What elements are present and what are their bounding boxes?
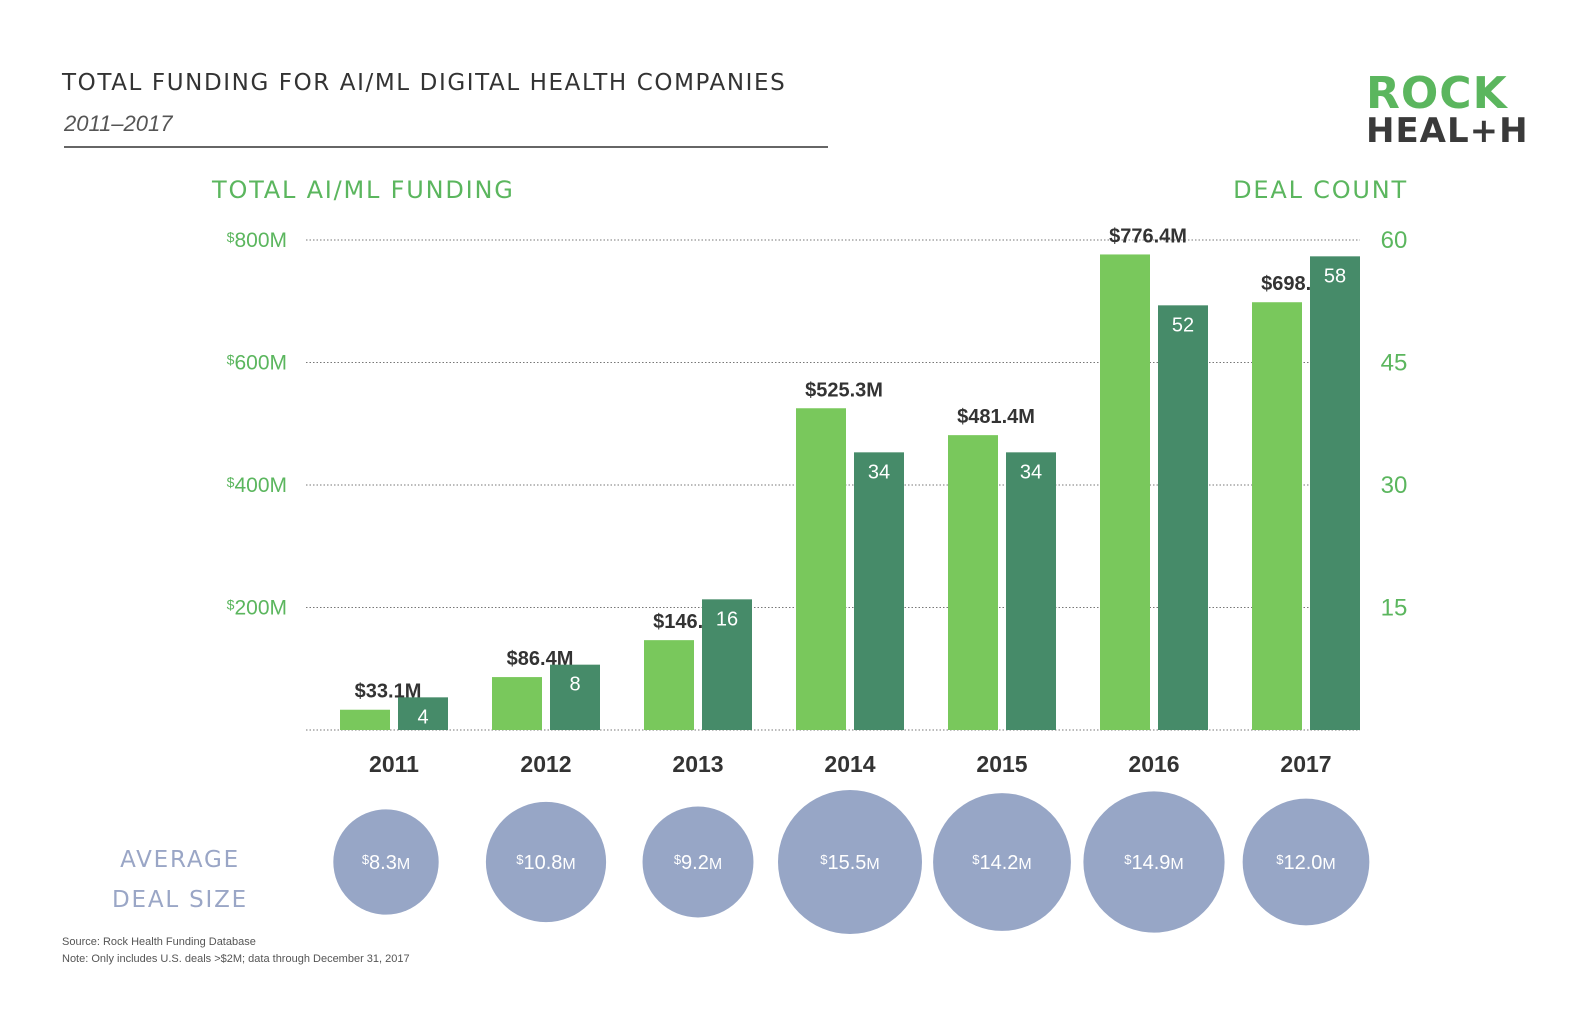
avg-deal-circle-2012 (485, 801, 607, 923)
right-axis-title: DEAL COUNT (1233, 176, 1408, 204)
avg-deal-label-2013: $9.2M (674, 852, 722, 874)
left-axis-title: TOTAL AI/ML FUNDING (212, 176, 515, 204)
average-deal-size-label: AVERAGE DEAL SIZE (100, 840, 260, 920)
avg-deal-label-2017: $12.0M (1276, 852, 1336, 874)
avg-deal-circle-2011 (333, 809, 439, 915)
funding-bar-2012 (492, 677, 542, 730)
right-tick-label: 30 (1381, 472, 1408, 499)
footnotes: Source: Rock Health Funding Database Not… (62, 934, 410, 968)
x-tick-label-2016: 2016 (1128, 751, 1179, 777)
avg-deal-label-2016: $14.9M (1124, 852, 1184, 874)
funding-label-2014: $525.3M (805, 379, 883, 401)
x-tick-label-2015: 2015 (976, 751, 1027, 777)
deal-count-label-2016: 52 (1172, 314, 1194, 336)
deal-count-label-2013: 16 (716, 608, 738, 630)
funding-label-2012: $86.4M (507, 648, 574, 670)
funding-bar-2016 (1100, 254, 1150, 730)
left-tick-label: $600M (227, 352, 287, 375)
x-tick-label-2011: 2011 (369, 751, 419, 777)
funding-bar-2013 (644, 640, 694, 730)
funding-bar-2015 (948, 435, 998, 730)
left-tick-label: $400M (227, 474, 287, 497)
funding-bar-2011 (340, 709, 390, 730)
deal-bar-2014 (854, 452, 904, 730)
avg-deal-label-2014: $15.5M (820, 852, 880, 874)
avg-deal-circle-2017 (1242, 798, 1370, 926)
funding-label-2016: $776.4M (1109, 225, 1187, 247)
right-tick-label: 15 (1381, 595, 1408, 622)
logo-line-2: HEAL+H (1366, 111, 1529, 151)
right-tick-label: 45 (1381, 350, 1408, 377)
rock-health-logo: ROCK HEAL+H (1366, 68, 1529, 151)
x-tick-label-2013: 2013 (672, 751, 723, 777)
funding-bar-2017 (1252, 302, 1302, 730)
avg-deal-circle-2013 (642, 806, 754, 918)
deal-bar-2016 (1158, 305, 1208, 730)
avg-deal-label-2011: $8.3M (362, 852, 410, 874)
x-tick-label-2012: 2012 (520, 751, 571, 777)
page-subtitle: 2011–2017 (64, 111, 173, 136)
deal-count-label-2017: 58 (1324, 265, 1346, 287)
deal-count-label-2014: 34 (868, 461, 890, 483)
right-tick-label: 60 (1381, 227, 1408, 254)
average-deal-size-label-line-2: DEAL SIZE (112, 887, 248, 913)
deal-bar-2017 (1310, 256, 1360, 730)
avg-deal-label-2015: $14.2M (972, 852, 1032, 874)
avg-deal-circle-2014 (778, 790, 922, 934)
x-tick-label-2017: 2017 (1280, 751, 1331, 777)
avg-deal-label-2012: $10.8M (516, 852, 576, 874)
left-tick-label: $200M (227, 597, 287, 620)
avg-deal-circle-2015 (933, 793, 1071, 931)
data-note: Note: Only includes U.S. deals >$2M; dat… (62, 953, 410, 965)
avg-deal-circle-2016 (1083, 791, 1225, 933)
logo-line-1: ROCK (1366, 68, 1508, 119)
deal-bar-2011 (398, 697, 448, 730)
deal-bar-2015 (1006, 452, 1056, 730)
deal-bar-2013 (702, 599, 752, 730)
title-divider (64, 146, 828, 148)
funding-bar-2014 (796, 408, 846, 730)
funding-label-2015: $481.4M (957, 406, 1035, 428)
average-deal-size-label-line-1: AVERAGE (120, 847, 240, 873)
page-title: TOTAL FUNDING FOR AI/ML DIGITAL HEALTH C… (62, 70, 787, 96)
deal-count-label-2015: 34 (1020, 461, 1042, 483)
funding-label-2011: $33.1M (355, 681, 422, 703)
deal-count-label-2012: 8 (569, 674, 580, 696)
left-tick-label: $800M (227, 229, 287, 252)
x-tick-label-2014: 2014 (824, 751, 875, 777)
source-note: Source: Rock Health Funding Database (62, 936, 256, 948)
deal-count-label-2011: 4 (417, 706, 428, 728)
deal-bar-2012 (550, 664, 600, 730)
